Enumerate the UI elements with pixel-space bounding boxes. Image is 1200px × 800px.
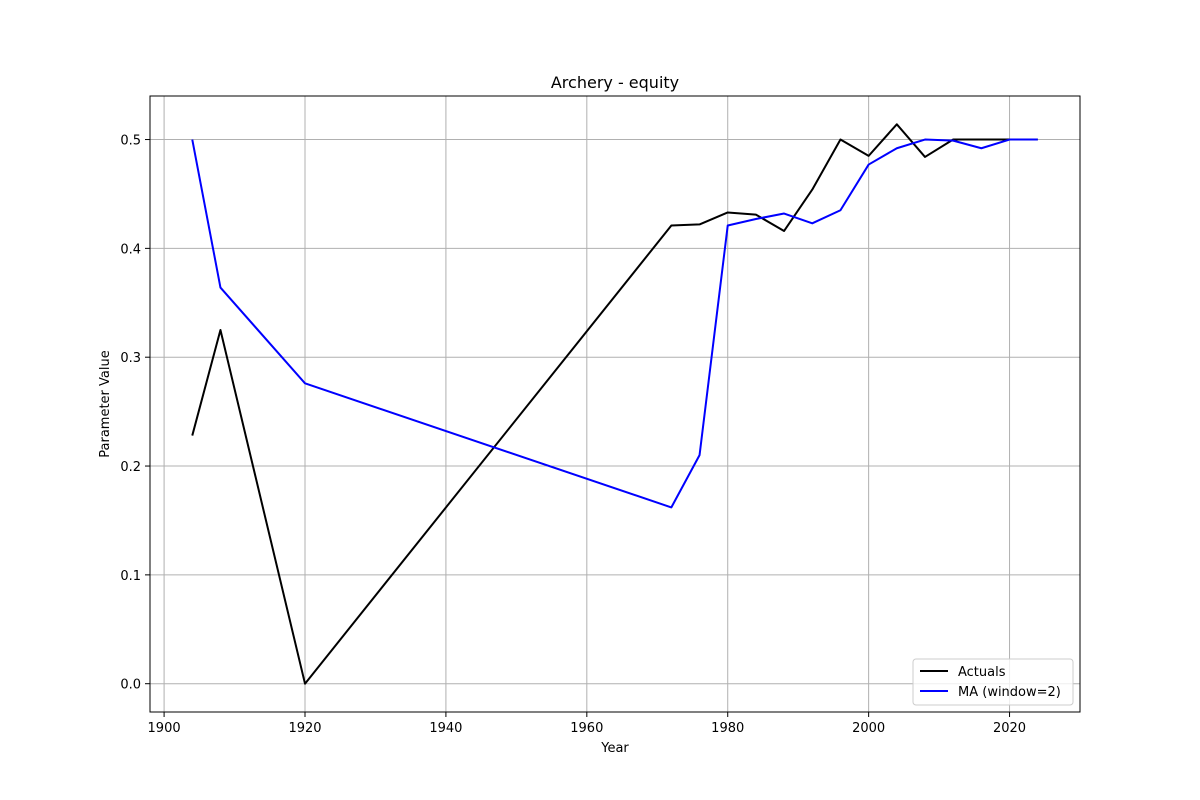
legend-label-ma: MA (window=2) [958,685,1061,700]
y-tick-label: 0.4 [120,242,141,257]
series-line-ma [191,138,1038,509]
series-line-actuals [191,123,1038,685]
x-tick-label: 2020 [993,721,1026,736]
x-tick-label: 1900 [148,721,181,736]
chart-title: Archery - equity [551,73,679,92]
x-tick-label: 2000 [852,721,885,736]
axis-ticks: 1900 1920 1940 1960 1980 2000 2020 0.0 0.1 0.2 0.3… [120,134,1026,736]
legend-box [912,658,1074,706]
x-axis-label: Year [600,741,629,756]
y-axis-label: Parameter Value [98,350,113,457]
y-tick-label: 0.1 [120,569,141,584]
y-tick-label: 0.3 [120,351,141,366]
x-tick-label: 1980 [711,721,744,736]
y-tick-label: 0.0 [120,678,141,693]
y-tick-label: 0.5 [120,134,141,149]
x-tick-label: 1920 [288,721,321,736]
series-lines [191,123,1038,685]
legend-label-actuals: Actuals [958,665,1006,680]
legend: Actuals MA (window=2) [912,658,1074,706]
x-tick-label: 1940 [429,721,462,736]
plot-frame [149,95,1081,713]
x-tick-label: 1960 [570,721,603,736]
y-tick-label: 0.2 [120,460,141,475]
